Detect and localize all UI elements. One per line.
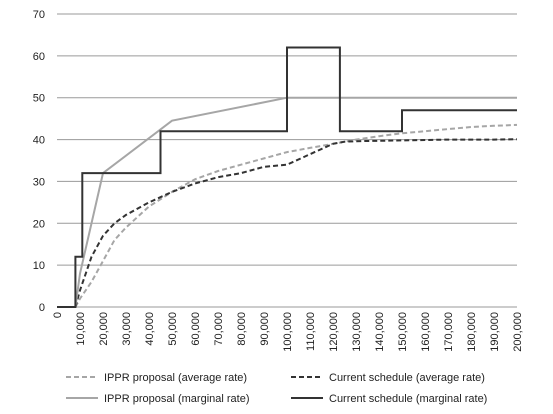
x-tick-label: 30,000 (121, 312, 133, 346)
x-tick-label: 20,000 (98, 312, 110, 346)
x-tick-label: 160,000 (420, 312, 432, 352)
x-tick-label: 190,000 (489, 312, 501, 352)
x-tick-label: 50,000 (167, 312, 179, 346)
x-tick-label: 100,000 (282, 312, 294, 352)
x-tick-label: 40,000 (144, 312, 156, 346)
x-axis: 0 10,000 20,000 30,000 40,000 50,000 60,000 70,… (52, 312, 524, 352)
x-tick-label: 170,000 (443, 312, 455, 352)
legend-label: IPPR proposal (average rate) (104, 372, 247, 384)
x-tick-label: 180,000 (466, 312, 478, 352)
legend: IPPR proposal (average rate) Current sche… (66, 372, 487, 405)
x-tick-label: 140,000 (374, 312, 386, 352)
y-tick-label: 50 (33, 93, 45, 105)
x-tick-label: 10,000 (75, 312, 87, 346)
series-line-3 (57, 46, 517, 308)
y-tick-label: 70 (33, 9, 45, 21)
series-lines (57, 46, 518, 308)
series-line-1 (74, 138, 518, 308)
x-tick-label: 60,000 (190, 312, 202, 346)
x-tick-label: 110,000 (305, 312, 317, 351)
x-tick-label: 0 (52, 312, 64, 318)
x-tick-label: 120,000 (328, 312, 340, 352)
x-tick-label: 90,000 (259, 312, 271, 346)
y-tick-label: 0 (39, 302, 45, 314)
legend-label: IPPR proposal (marginal rate) (104, 393, 250, 405)
y-tick-label: 60 (33, 51, 45, 63)
x-tick-label: 70,000 (213, 312, 225, 346)
y-tick-label: 40 (33, 135, 45, 147)
x-tick-label: 80,000 (236, 312, 248, 346)
legend-label: Current schedule (marginal rate) (329, 393, 487, 405)
x-tick-label: 130,000 (351, 312, 363, 352)
legend-label: Current schedule (average rate) (329, 372, 485, 384)
series-line-0 (74, 123, 518, 308)
y-axis: 0 10 20 30 40 50 60 70 (33, 9, 45, 314)
x-tick-label: 150,000 (397, 312, 409, 352)
y-tick-label: 10 (33, 260, 45, 272)
x-tick-label: 200,000 (512, 312, 524, 352)
y-tick-label: 30 (33, 176, 45, 188)
y-tick-label: 20 (33, 218, 45, 230)
series-line-2 (74, 96, 517, 308)
